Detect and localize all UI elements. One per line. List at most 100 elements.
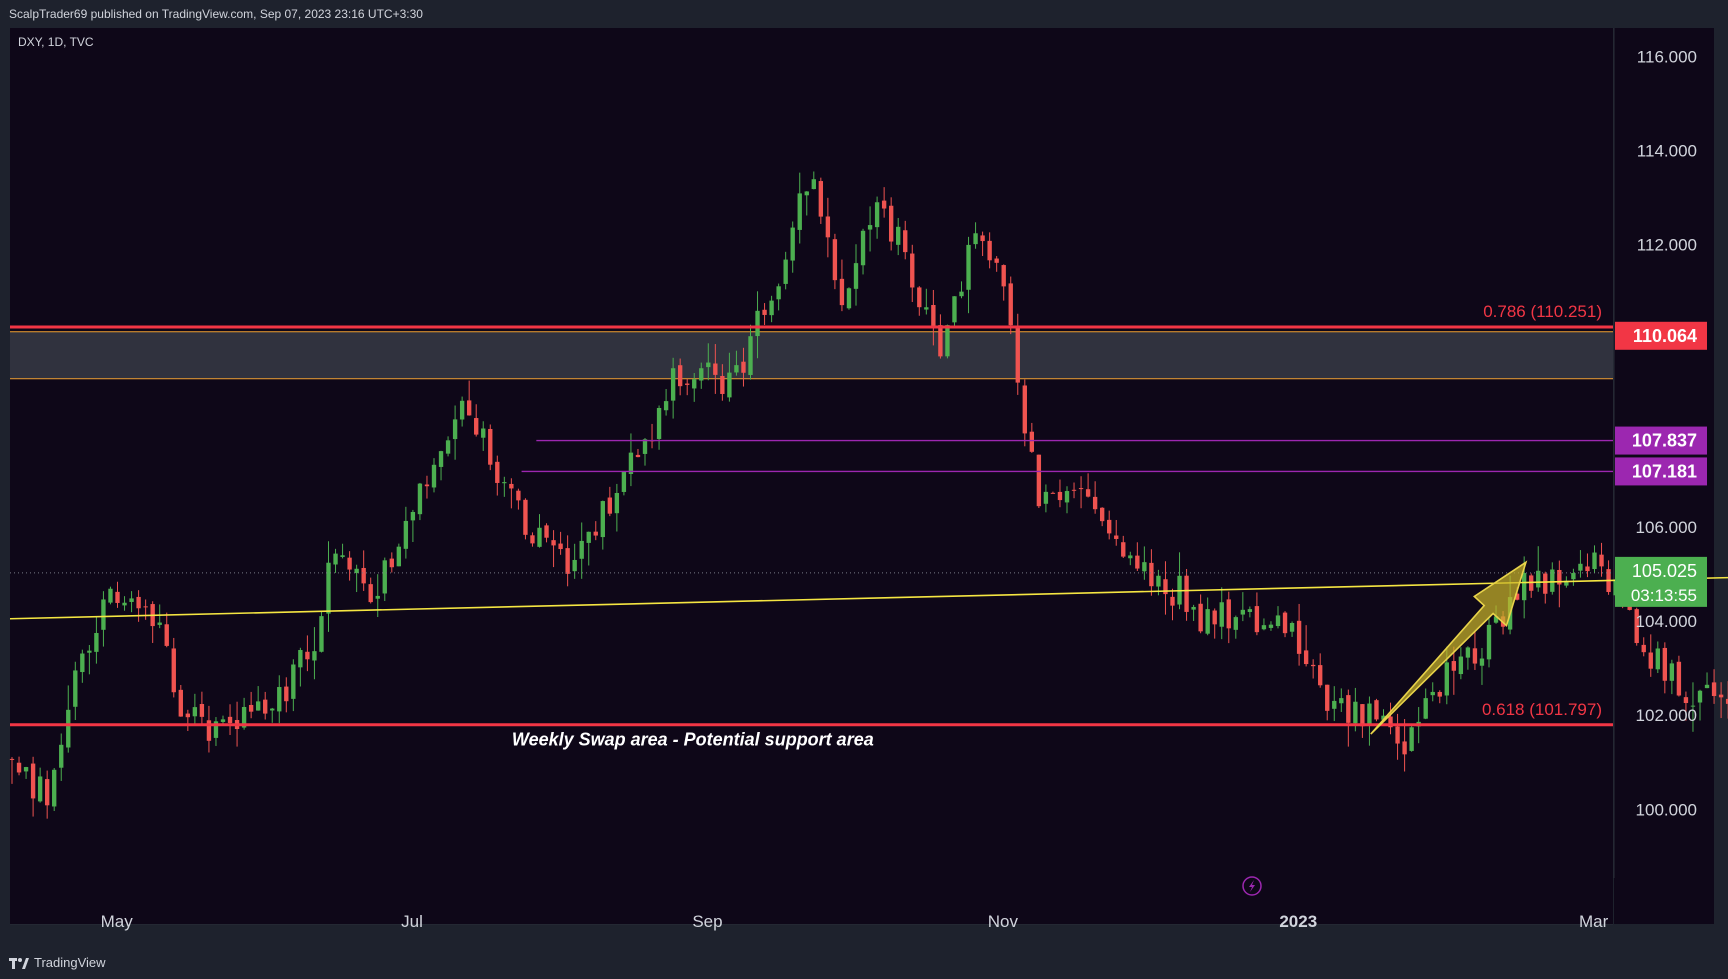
candle-body (1395, 726, 1400, 744)
candle-body (903, 230, 908, 253)
candle-body (1627, 605, 1632, 610)
candle-body (1669, 663, 1675, 681)
candle-body (1423, 698, 1428, 719)
candle-body (867, 225, 873, 230)
candle-body (452, 419, 458, 440)
candle-body (1360, 704, 1365, 727)
candle-body (312, 651, 317, 661)
candle-body (1142, 562, 1147, 572)
candle-body (1718, 694, 1724, 698)
chart-canvas[interactable]: 0.786 (110.251) 0.618 (101.797) Weekly Swa… (0, 0, 1728, 944)
candle-body (1310, 664, 1316, 667)
candle-body (16, 762, 22, 773)
candle-body (347, 557, 352, 570)
candle-body (1296, 620, 1302, 654)
candle-body (340, 555, 345, 557)
candle-body (1163, 579, 1168, 595)
y-tick-116.000: 116.000 (1637, 48, 1697, 67)
candle-body (1085, 489, 1091, 497)
candle-body (164, 624, 169, 646)
price-badge-bg-110.064 (1615, 321, 1707, 350)
candle-body (1064, 491, 1070, 503)
candle-body (80, 653, 85, 673)
candle-body (924, 307, 929, 310)
candle-body (530, 535, 535, 544)
candle-body (1479, 658, 1485, 666)
candle-body (1043, 491, 1049, 504)
candle-body (248, 704, 254, 712)
candle-body (1641, 644, 1646, 653)
candle-body (1367, 703, 1372, 726)
candle-body (1015, 328, 1020, 383)
candle-body (1550, 569, 1555, 592)
yellow-arrow-1 (1370, 560, 1528, 735)
candle-body (741, 361, 746, 373)
candle-body (818, 181, 824, 217)
candles-group (9, 171, 1728, 819)
fib-label-0618: 0.618 (101.797) (1482, 700, 1602, 719)
candle-body (1121, 542, 1126, 557)
supply-zone (10, 331, 1613, 379)
candle-body (1198, 603, 1203, 632)
candle-body (945, 325, 950, 357)
candle-body (692, 379, 697, 389)
candle-body (628, 452, 634, 474)
candle-body (1247, 609, 1253, 612)
candle-body (417, 483, 423, 515)
axis-corner (1614, 878, 1714, 924)
candle-body (1036, 454, 1042, 507)
y-tick-106.000: 106.000 (1636, 518, 1697, 537)
candle-body (1690, 705, 1696, 707)
candle-body (206, 720, 212, 741)
candle-body (1725, 698, 1728, 704)
candle-body (129, 598, 134, 602)
candle-body (220, 719, 226, 722)
x-tick-Nov: Nov (988, 912, 1019, 931)
candle-body (769, 300, 774, 316)
candle-body (1585, 566, 1590, 572)
candle-body (1078, 488, 1084, 490)
candle-body (44, 779, 50, 806)
candle-body (1226, 599, 1231, 629)
candle-body (1437, 691, 1442, 697)
candle-body (73, 670, 78, 707)
candle-body (382, 560, 387, 594)
candle-body (1205, 609, 1210, 634)
tradingview-logo-icon (9, 957, 29, 969)
candle-body (375, 595, 380, 599)
candle-body (1008, 283, 1013, 326)
price-badge-107.837: 107.837 (1632, 431, 1697, 451)
candle-body (255, 701, 261, 711)
candle-body (572, 559, 577, 572)
candle-body (143, 606, 148, 608)
candle-body (614, 492, 620, 514)
candle-body (1318, 665, 1323, 686)
candle-body (825, 216, 831, 238)
candle-body (713, 363, 718, 375)
candle-body (860, 230, 866, 266)
candle-body (790, 227, 795, 261)
x-tick-2023: 2023 (1279, 912, 1317, 931)
candle-body (1107, 519, 1112, 534)
candle-body (1001, 265, 1006, 287)
candle-body (755, 310, 760, 337)
candle-body (621, 471, 627, 492)
y-tick-104.000: 104.000 (1636, 612, 1697, 631)
candle-body (1648, 652, 1653, 669)
candle-body (1135, 555, 1140, 569)
candle-body (502, 482, 507, 484)
candle-body (1254, 606, 1260, 633)
candle-body (734, 365, 739, 373)
price-badge-110.064: 110.064 (1633, 326, 1697, 346)
candle-body (720, 375, 725, 394)
candle-body (1092, 496, 1098, 510)
candle-body (30, 763, 36, 799)
candle-body (1697, 690, 1703, 703)
tradingview-brand[interactable]: TradingView (9, 955, 106, 970)
candle-body (523, 499, 528, 535)
candle-body (1465, 647, 1471, 658)
candle-body (1261, 625, 1267, 630)
candle-body (1402, 741, 1407, 755)
candle-body (1233, 617, 1238, 630)
candle-body (1711, 682, 1717, 697)
